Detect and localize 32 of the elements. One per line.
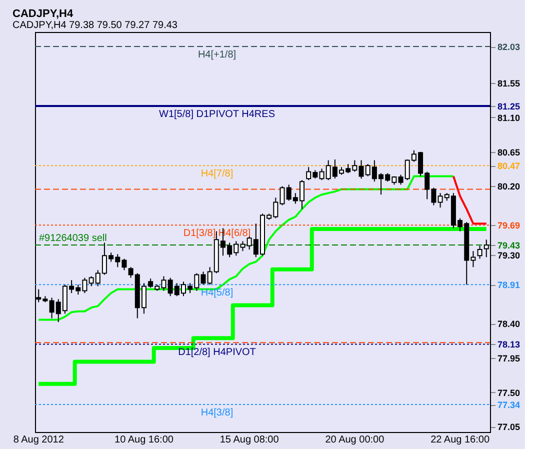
y-tick-label: 80.20 — [498, 182, 520, 192]
y-tick-label: 80.65 — [498, 147, 520, 158]
ref-line-label: #91264039 sell — [39, 232, 107, 244]
ref-line-label: D1[2/8] H4PIVOT — [178, 347, 256, 358]
y-tick-label: 77.50 — [498, 388, 520, 398]
y-tick-label: 78.13 — [498, 340, 520, 350]
x-tick-label: 22 Aug 16:00 — [430, 434, 490, 446]
ref-line-label: H4[5/8] — [200, 288, 234, 299]
ref-line-label: W1[5/8] D1PIVOT H4RES — [159, 109, 276, 120]
y-tick-label: 81.25 — [498, 102, 520, 112]
y-tick-label: 81.10 — [498, 112, 520, 123]
x-tick-label: 15 Aug 08:00 — [220, 434, 280, 446]
chart-title: CADJPY,H4 — [12, 8, 74, 20]
ref-line-label: H4[+1/8] — [198, 50, 236, 61]
line-series — [452, 175, 488, 225]
ref-line-label: H4[7/8] — [200, 168, 234, 180]
y-tick-label: 79.43 — [498, 240, 520, 250]
y-tick-label: 77.95 — [498, 353, 520, 364]
y-tick-label: 80.47 — [498, 161, 520, 172]
y-tick-label: 79.30 — [498, 250, 520, 260]
x-tick-label: 8 Aug 2012 — [13, 434, 64, 446]
y-tick-label: 81.55 — [498, 78, 520, 89]
y-tick-label: 77.05 — [498, 422, 520, 432]
y-tick-label: 79.69 — [498, 220, 520, 231]
y-tick-label: 78.91 — [498, 280, 520, 290]
x-tick-label: 10 Aug 16:00 — [114, 434, 174, 446]
y-tick-label: 77.34 — [498, 400, 520, 410]
ref-line-label: H4[3/8] — [200, 408, 234, 419]
y-tick-label: 82.03 — [498, 42, 520, 52]
chart-subtitle: CADJPY,H4 79.38 79.50 79.27 79.43 — [12, 20, 178, 31]
x-tick-label: 20 Aug 00:00 — [325, 434, 385, 446]
y-tick-label: 78.40 — [498, 319, 520, 330]
